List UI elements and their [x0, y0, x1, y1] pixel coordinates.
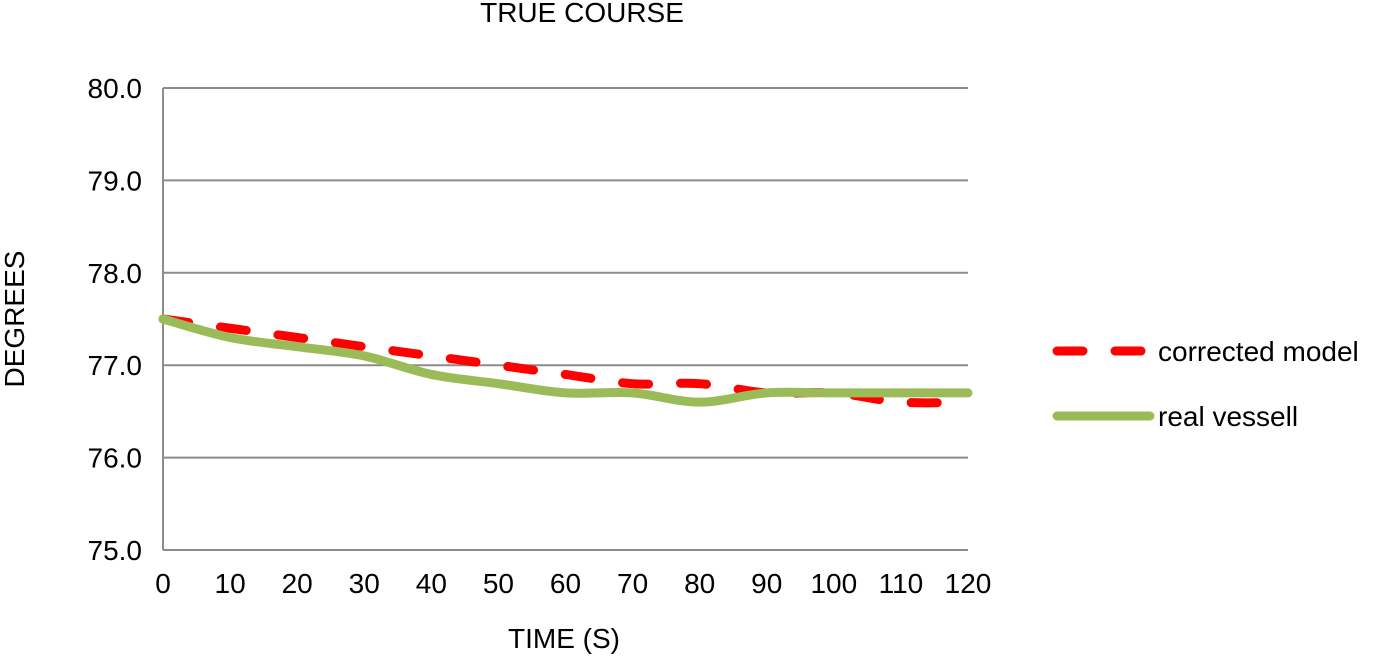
x-tick-label: 100 [810, 568, 857, 599]
legend-item-real-vessell: real vessell [1052, 401, 1298, 432]
chart-title: TRUE COURSE [480, 0, 684, 28]
y-tick-label: 76.0 [88, 443, 143, 474]
y-tick-label: 77.0 [88, 350, 143, 381]
y-tick-label: 75.0 [88, 535, 143, 566]
x-tick-label: 30 [349, 568, 380, 599]
gridlines [163, 87, 968, 551]
x-tick-label: 70 [617, 568, 648, 599]
x-tick-label: 10 [215, 568, 246, 599]
x-tick-label: 80 [684, 568, 715, 599]
x-tick-label: 40 [416, 568, 447, 599]
legend-label: real vessell [1158, 401, 1298, 432]
x-tick-label: 0 [155, 568, 171, 599]
x-axis-label: TIME (S) [508, 623, 620, 654]
legend-label: corrected model [1158, 336, 1359, 367]
x-axis-ticks: 0 10 20 30 40 50 60 70 80 90 100 110 120 [155, 568, 991, 599]
series-corrected-model-line [158, 314, 973, 408]
x-tick-label: 60 [550, 568, 581, 599]
legend-item-corrected-model: corrected model [1052, 336, 1359, 367]
y-tick-label: 79.0 [88, 165, 143, 196]
x-tick-label: 20 [282, 568, 313, 599]
y-tick-label: 80.0 [88, 73, 143, 104]
x-tick-label: 50 [483, 568, 514, 599]
legend: corrected model real vessell [1052, 336, 1359, 432]
y-axis-label: DEGREES [0, 251, 30, 388]
x-tick-label: 120 [945, 568, 992, 599]
y-axis-ticks: 75.0 76.0 77.0 78.0 79.0 80.0 [88, 73, 143, 566]
series-lines [158, 314, 973, 408]
x-tick-label: 110 [879, 568, 924, 599]
y-tick-label: 78.0 [88, 258, 143, 289]
series-real-vessell-line [158, 314, 973, 407]
x-tick-label: 90 [751, 568, 782, 599]
